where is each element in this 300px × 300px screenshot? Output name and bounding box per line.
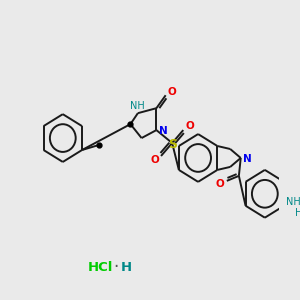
Text: NH: NH xyxy=(130,101,144,111)
Text: H: H xyxy=(121,261,132,274)
Text: O: O xyxy=(150,155,159,165)
Text: ·: · xyxy=(113,259,118,277)
Text: S: S xyxy=(168,137,177,151)
Text: O: O xyxy=(216,179,225,189)
Text: NH: NH xyxy=(286,197,300,207)
Text: O: O xyxy=(185,121,194,131)
Text: O: O xyxy=(168,87,176,97)
Text: N: N xyxy=(243,154,252,164)
Text: HCl: HCl xyxy=(88,261,113,274)
Text: N: N xyxy=(158,126,167,136)
Text: H: H xyxy=(295,208,300,218)
